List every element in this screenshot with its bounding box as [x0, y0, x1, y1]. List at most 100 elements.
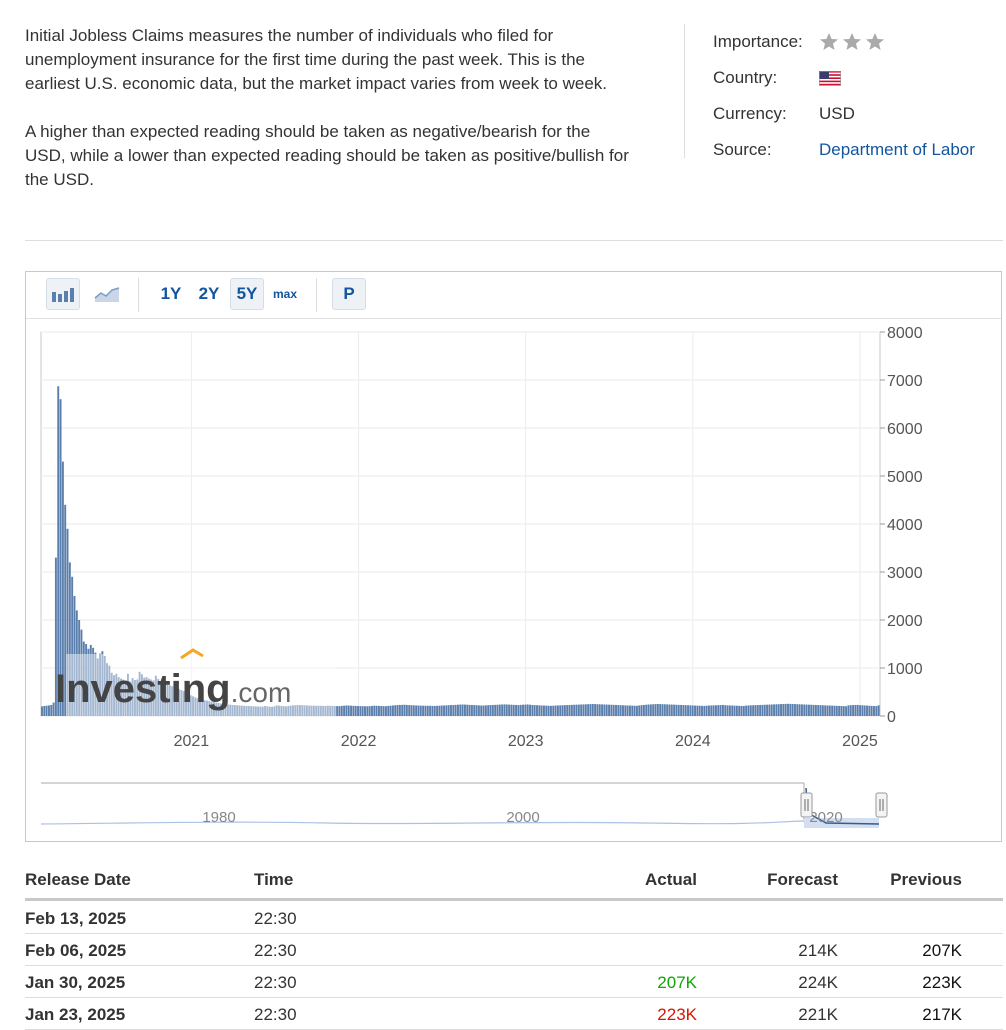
bar[interactable] [556, 705, 559, 716]
bar[interactable] [763, 704, 766, 716]
bar[interactable] [642, 704, 645, 716]
bar[interactable] [357, 706, 360, 716]
bar[interactable] [663, 704, 666, 716]
bar[interactable] [619, 705, 622, 716]
bar[interactable] [661, 704, 664, 716]
bar[interactable] [154, 675, 157, 716]
bar[interactable] [721, 704, 724, 716]
bar[interactable] [80, 629, 83, 716]
bar[interactable] [766, 704, 769, 716]
bar[interactable] [649, 704, 652, 716]
bar[interactable] [819, 705, 822, 716]
bar[interactable] [773, 704, 776, 716]
bar[interactable] [436, 705, 439, 716]
bar[interactable] [450, 705, 452, 716]
bar[interactable] [712, 705, 715, 716]
bar[interactable] [768, 704, 771, 716]
bar[interactable] [545, 705, 548, 716]
p-button[interactable]: P [332, 278, 366, 310]
bar[interactable] [847, 705, 850, 716]
bar[interactable] [226, 704, 229, 716]
bar[interactable] [68, 562, 71, 716]
bar[interactable] [461, 704, 464, 716]
bar[interactable] [350, 705, 353, 716]
bar[interactable] [361, 706, 364, 716]
bar[interactable] [340, 705, 343, 716]
bar[interactable] [438, 705, 441, 716]
bar[interactable] [870, 705, 873, 716]
bar[interactable] [401, 704, 404, 716]
bar[interactable] [45, 705, 48, 716]
bar[interactable] [73, 596, 76, 716]
bar[interactable] [454, 704, 457, 716]
bar[interactable] [108, 665, 111, 716]
bar[interactable] [384, 706, 387, 716]
bar[interactable] [447, 705, 450, 716]
bar[interactable] [849, 705, 852, 716]
bar[interactable] [143, 677, 146, 716]
bar[interactable] [705, 705, 708, 716]
bar[interactable] [210, 701, 213, 716]
header-forecast[interactable]: Forecast [767, 870, 838, 889]
bar[interactable] [371, 705, 373, 716]
bar[interactable] [531, 704, 534, 716]
bar[interactable] [296, 704, 299, 716]
bar[interactable] [354, 705, 357, 716]
bar[interactable] [496, 704, 499, 716]
bar[interactable] [589, 704, 592, 716]
bar[interactable] [603, 704, 606, 716]
bar[interactable] [359, 706, 362, 716]
bar[interactable] [133, 680, 136, 716]
bar[interactable] [254, 706, 257, 716]
bar[interactable] [659, 704, 662, 716]
bar[interactable] [596, 704, 599, 716]
bar[interactable] [189, 695, 192, 716]
bar[interactable] [82, 641, 85, 716]
bar[interactable] [41, 706, 43, 716]
bar[interactable] [199, 698, 201, 716]
bar[interactable] [247, 706, 250, 716]
bar[interactable] [610, 704, 613, 716]
navigator[interactable] [41, 783, 879, 828]
bar[interactable] [264, 705, 267, 716]
bar[interactable] [338, 706, 341, 716]
bar[interactable] [717, 705, 720, 716]
bar[interactable] [352, 705, 355, 716]
bar[interactable] [94, 652, 97, 716]
bar[interactable] [694, 705, 696, 716]
bar[interactable] [677, 704, 680, 716]
bar[interactable] [561, 705, 564, 716]
range-max-button[interactable]: max [272, 287, 298, 301]
bar[interactable] [489, 705, 492, 716]
bar[interactable] [333, 706, 336, 716]
bar[interactable] [419, 705, 422, 716]
bar[interactable] [840, 706, 843, 716]
bar[interactable] [387, 705, 390, 716]
bar[interactable] [698, 705, 701, 716]
bar[interactable] [573, 704, 576, 716]
bar[interactable] [159, 681, 162, 716]
bar[interactable] [733, 705, 736, 716]
bar[interactable] [554, 705, 557, 716]
bar[interactable] [113, 675, 115, 716]
bar[interactable] [192, 696, 194, 716]
bar[interactable] [308, 705, 311, 716]
bar[interactable] [175, 688, 178, 716]
bar[interactable] [807, 704, 810, 716]
bar[interactable] [740, 705, 743, 716]
bar[interactable] [703, 705, 706, 716]
bar[interactable] [124, 680, 127, 716]
bar[interactable] [473, 705, 476, 716]
bar[interactable] [828, 705, 831, 716]
bar[interactable] [647, 704, 650, 716]
navigator-handle[interactable] [875, 792, 888, 818]
bar[interactable] [524, 704, 527, 716]
bar[interactable] [459, 704, 462, 716]
bar[interactable] [171, 686, 174, 716]
bar[interactable] [345, 705, 348, 716]
bar[interactable] [273, 706, 276, 716]
bar[interactable] [742, 706, 745, 716]
bar[interactable] [791, 704, 794, 716]
bar[interactable] [873, 706, 875, 716]
bar[interactable] [78, 620, 81, 716]
